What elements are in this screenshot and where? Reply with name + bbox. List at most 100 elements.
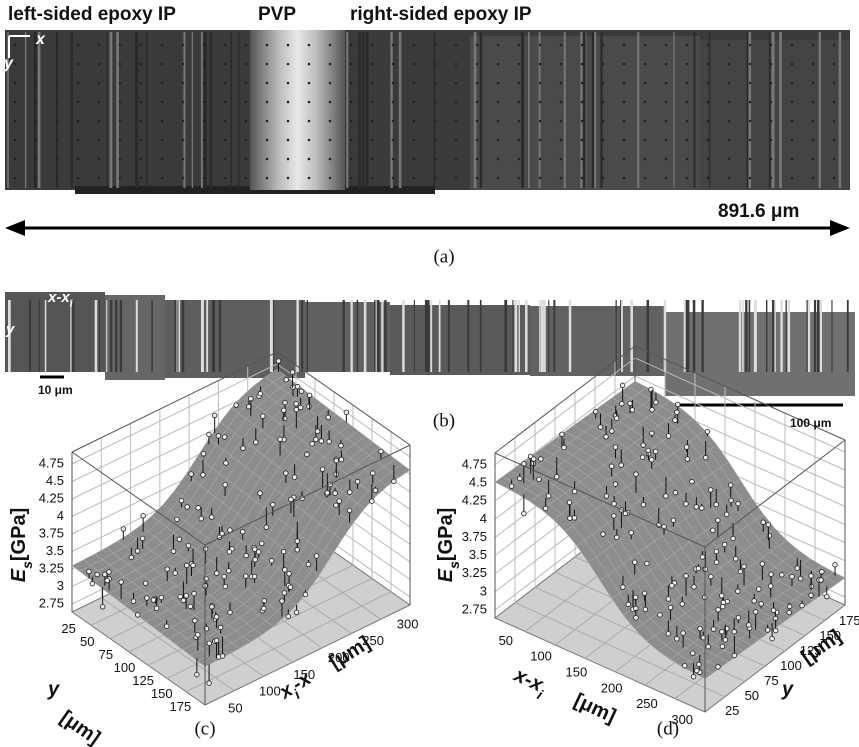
indent	[286, 157, 290, 161]
data-point	[627, 400, 633, 407]
indent	[391, 100, 395, 104]
z-tick-label: 4.25	[39, 490, 64, 505]
plots: 2.7533.253.53.7544.254.54.75Es[GPa]25507…	[8, 345, 859, 747]
data-point	[226, 568, 232, 574]
data-point	[554, 474, 560, 480]
data-point	[819, 569, 825, 575]
x-tick-label: 300	[397, 616, 419, 631]
indent	[391, 157, 395, 161]
data-point	[699, 505, 705, 511]
box-edge	[494, 452, 706, 548]
indent	[811, 100, 815, 104]
data-point	[704, 428, 711, 435]
indent	[643, 119, 647, 123]
indent	[223, 119, 227, 123]
data-point	[724, 511, 730, 518]
indent	[748, 100, 752, 104]
indent	[559, 43, 563, 47]
indent	[538, 138, 542, 142]
indent	[118, 157, 122, 161]
indent	[601, 157, 605, 161]
indent	[391, 119, 395, 123]
data-point	[645, 447, 651, 454]
region-label: left-sided epoxy IP	[8, 4, 176, 25]
data-point	[187, 603, 194, 610]
data-point	[135, 612, 141, 618]
data-point	[728, 497, 734, 504]
data-point	[221, 434, 228, 440]
data-point	[680, 630, 686, 636]
indent	[202, 119, 206, 123]
caption: (d)	[657, 718, 679, 739]
indent	[391, 81, 395, 85]
data-point	[786, 603, 793, 610]
indent	[475, 62, 479, 66]
indent	[685, 62, 689, 66]
data-point	[737, 568, 744, 575]
z-tick-label: 4	[480, 511, 487, 526]
data-point	[206, 640, 212, 646]
y-tick-label: 150	[819, 628, 841, 643]
indent	[496, 138, 500, 142]
indent	[286, 176, 290, 180]
indent	[97, 176, 101, 180]
data-point	[378, 448, 384, 455]
indent	[769, 157, 773, 161]
indent	[181, 119, 185, 123]
indent	[601, 119, 605, 123]
indent	[307, 62, 311, 66]
indent	[727, 157, 731, 161]
indent	[706, 157, 710, 161]
indent	[286, 43, 290, 47]
indent	[769, 176, 773, 180]
indent	[643, 81, 647, 85]
indent	[580, 43, 584, 47]
indent	[34, 119, 38, 123]
data-point	[281, 407, 287, 413]
data-point	[715, 517, 721, 523]
data-point	[259, 540, 265, 547]
indent	[643, 100, 647, 104]
data-point	[657, 612, 663, 618]
data-point	[314, 428, 321, 434]
indent	[811, 62, 815, 66]
data-point	[731, 652, 738, 659]
data-point	[163, 623, 170, 629]
indent	[517, 119, 521, 123]
data-point	[208, 514, 215, 520]
data-point	[198, 515, 204, 522]
indent	[160, 43, 164, 47]
indent	[433, 119, 437, 123]
data-point	[765, 522, 772, 528]
data-point	[172, 570, 178, 576]
data-point	[279, 598, 285, 604]
data-point	[257, 490, 263, 496]
x-tick-label: 50	[228, 700, 242, 715]
indent	[580, 119, 584, 123]
indent	[706, 62, 710, 66]
indent	[433, 100, 437, 104]
indent	[622, 138, 626, 142]
indent	[748, 119, 752, 123]
data-point	[251, 573, 258, 580]
data-point	[710, 626, 717, 632]
indent	[769, 62, 773, 66]
indent	[496, 176, 500, 180]
indent	[286, 81, 290, 85]
indent	[223, 62, 227, 66]
data-point	[764, 627, 771, 633]
indent	[748, 43, 752, 47]
data-point	[633, 471, 639, 477]
indent	[706, 119, 710, 123]
indent	[832, 81, 836, 85]
data-point	[289, 369, 296, 375]
x-tick-label: 300	[671, 712, 693, 727]
indent	[727, 81, 731, 85]
indent	[517, 62, 521, 66]
indent	[601, 176, 605, 180]
indent	[412, 100, 416, 104]
panel-a-texture	[7, 32, 842, 188]
box-edge	[494, 357, 636, 466]
data-point	[309, 441, 315, 447]
